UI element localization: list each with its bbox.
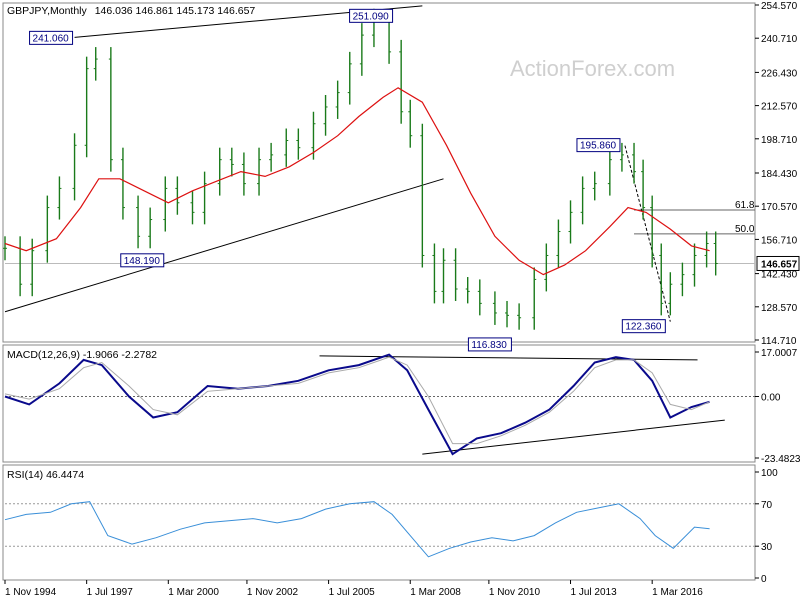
x-axis-tick-label: 1 Jul 2005 xyxy=(329,587,376,598)
x-axis-tick-label: 1 Mar 2000 xyxy=(168,587,219,598)
price-y-tick-label: 156.710 xyxy=(761,235,798,246)
moving-average-line xyxy=(4,87,710,276)
price-layer: 61.8 50.0 241.060 251.090 148.190 116.830 195.… xyxy=(3,5,755,352)
x-axis-tick-label: 1 Jul 2013 xyxy=(571,587,618,598)
retracement-line xyxy=(624,145,671,322)
symbol-label: GBPJPY,Monthly 146.036 146.861 145.173 1… xyxy=(7,5,255,17)
annotation-box xyxy=(576,138,621,153)
macd-trendline xyxy=(422,419,725,455)
price-y-tick-label: 128.570 xyxy=(761,303,798,314)
x-axis-tick-label: 1 Mar 2008 xyxy=(410,587,461,598)
x-axis-tick-label: 1 Nov 2010 xyxy=(489,587,541,598)
rsi-y-tick-label: 100 xyxy=(761,468,778,479)
price-y-tick-label: 184.430 xyxy=(761,169,798,180)
annotation-box xyxy=(621,319,666,334)
rsi-title: RSI(14) 46.4474 xyxy=(7,469,84,481)
macd-y-tick-label: -23.4823 xyxy=(761,454,800,465)
annotation-label: 195.860 xyxy=(580,141,617,152)
annotation-label: 251.090 xyxy=(353,11,390,22)
x-axis-tick-label: 1 Nov 2002 xyxy=(247,587,299,598)
macd-main-line xyxy=(4,353,710,456)
rsi-panel-frame xyxy=(2,464,756,581)
current-price-label: 146.657 xyxy=(761,259,798,270)
macd-title: MACD(12,26,9) -1.9066 -2.2782 xyxy=(7,349,157,361)
macd-y-tick-label: 0.00 xyxy=(761,393,781,404)
watermark: ActionForex.com xyxy=(510,56,675,81)
price-y-tick-label: 240.710 xyxy=(761,34,798,45)
annotation-label: 241.060 xyxy=(33,33,70,44)
x-axis-tick-label: 1 Nov 1994 xyxy=(5,587,57,598)
annotation-label: 148.190 xyxy=(124,256,161,267)
rsi-y-tick-label: 30 xyxy=(761,542,773,553)
trendline xyxy=(4,178,444,313)
symbol-name: GBPJPY,Monthly xyxy=(7,5,88,17)
fib-level-label: 50.0 xyxy=(735,224,755,235)
macd-panel-frame xyxy=(2,344,756,463)
price-y-tick-label: 170.570 xyxy=(761,202,798,213)
price-y-tick-label: 212.570 xyxy=(761,102,798,113)
rsi-line xyxy=(4,501,710,558)
annotation-box xyxy=(120,253,165,268)
price-panel-frame xyxy=(2,2,756,343)
fib-level-label: 61.8 xyxy=(735,200,755,211)
annotation-box xyxy=(29,30,74,45)
price-y-tick-label: 198.710 xyxy=(761,135,798,146)
axis-layer: 254.570 240.710 226.430 212.570 198.710 184.4… xyxy=(4,1,800,598)
price-y-tick-label: 142.430 xyxy=(761,270,798,281)
macd-signal-line xyxy=(4,356,710,445)
rsi-y-tick-label: 70 xyxy=(761,500,773,511)
macd-layer xyxy=(4,353,755,456)
annotation-label: 116.830 xyxy=(471,340,507,351)
price-y-tick-label: 114.710 xyxy=(761,336,797,347)
annotation-box xyxy=(349,8,394,23)
current-price-box xyxy=(756,255,800,271)
price-y-tick-label: 254.570 xyxy=(761,1,798,12)
annotation-box xyxy=(467,337,512,352)
macd-y-tick-label: 17.0007 xyxy=(761,348,798,359)
ohlc-values: 146.036 146.861 145.173 146.657 xyxy=(95,5,256,17)
x-axis-tick-label: 1 Mar 2016 xyxy=(652,587,703,598)
rsi-y-tick-label: 0 xyxy=(761,574,767,585)
annotation-label: 122.360 xyxy=(625,322,662,333)
rsi-layer xyxy=(4,501,755,558)
price-y-tick-label: 226.430 xyxy=(761,68,798,79)
x-axis-tick-label: 1 Jul 1997 xyxy=(87,587,134,598)
